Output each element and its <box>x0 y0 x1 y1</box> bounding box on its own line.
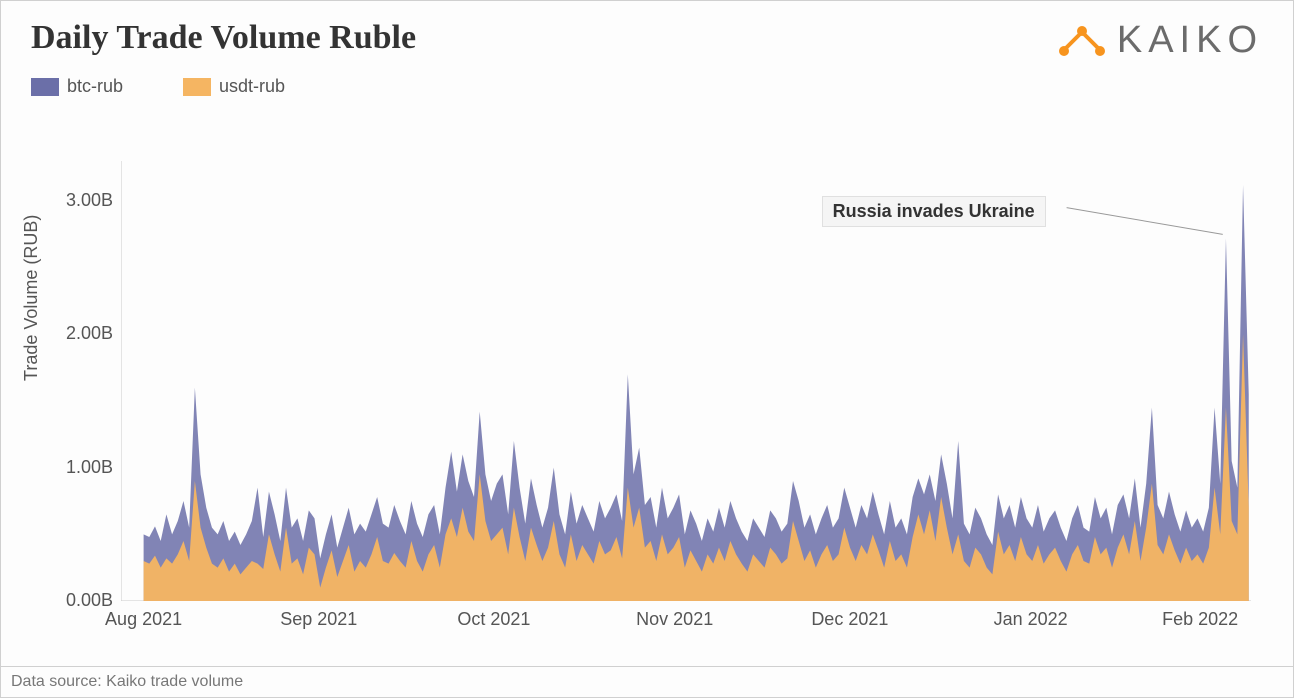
y-tick-label: 3.00B <box>43 190 113 211</box>
chart-legend: btc-rub usdt-rub <box>1 62 1293 97</box>
chart-header: Daily Trade Volume Ruble KAIKO <box>1 1 1293 62</box>
x-tick-label: Feb 2022 <box>1162 609 1238 630</box>
btc-rub-area <box>144 185 1249 601</box>
x-tick-label: Aug 2021 <box>105 609 182 630</box>
x-tick-label: Jan 2022 <box>994 609 1068 630</box>
legend-item-usdt: usdt-rub <box>183 76 285 97</box>
y-tick-label: 1.00B <box>43 457 113 478</box>
x-tick-label: Dec 2021 <box>811 609 888 630</box>
y-tick-label: 2.00B <box>43 323 113 344</box>
y-tick-label: 0.00B <box>43 590 113 611</box>
plot-area <box>121 161 1251 601</box>
legend-label-usdt: usdt-rub <box>219 76 285 97</box>
y-axis-label: Trade Volume (RUB) <box>21 215 42 381</box>
plot-svg <box>121 161 1251 601</box>
legend-item-btc: btc-rub <box>31 76 123 97</box>
x-tick-label: Nov 2021 <box>636 609 713 630</box>
x-tick-label: Oct 2021 <box>457 609 530 630</box>
legend-swatch-btc <box>31 78 59 96</box>
x-tick-label: Sep 2021 <box>280 609 357 630</box>
kaiko-logo-icon <box>1055 21 1109 61</box>
legend-swatch-usdt <box>183 78 211 96</box>
chart-footer: Data source: Kaiko trade volume <box>1 666 1293 697</box>
chart-title: Daily Trade Volume Ruble <box>31 19 416 57</box>
annotation-russia-invades: Russia invades Ukraine <box>822 196 1046 227</box>
brand-logo: KAIKO <box>1055 19 1263 62</box>
brand-logo-text: KAIKO <box>1117 19 1263 62</box>
chart-container: Daily Trade Volume Ruble KAIKO btc-rub u… <box>0 0 1294 698</box>
legend-label-btc: btc-rub <box>67 76 123 97</box>
annotation-text: Russia invades Ukraine <box>833 201 1035 221</box>
